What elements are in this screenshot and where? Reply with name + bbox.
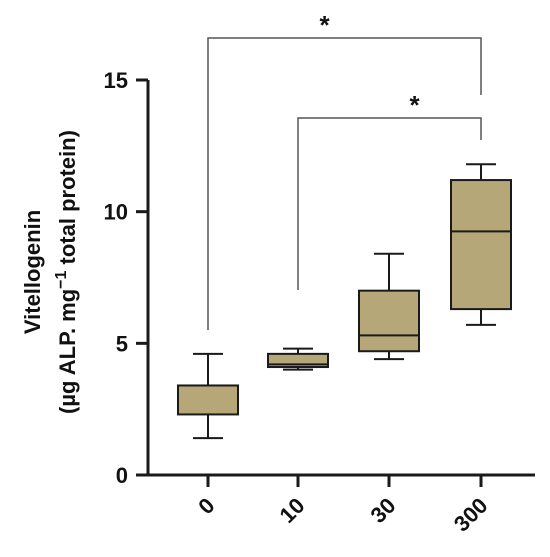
y-axis-label-line2: (µg ALP. mg−1 total protein): [53, 130, 80, 414]
significance-bracket-10-300: *: [297, 90, 482, 290]
significance-label-0-300: *: [319, 10, 330, 40]
box-group-10: [267, 347, 329, 371]
bracket-line-10-300: [297, 117, 482, 290]
labels: Vitellogenin (µg ALP. mg−1 total protein…: [20, 130, 80, 414]
y-tick-label-5: 5: [116, 331, 128, 356]
x-tick-label-30: 30: [366, 493, 401, 528]
x-tick-label-0: 0: [193, 493, 219, 519]
box-group-0: [177, 352, 239, 440]
y-axis-label-unit-suffix: total protein): [55, 130, 80, 271]
box-group-30: [358, 252, 420, 361]
plot-area: **: [177, 10, 512, 440]
y-tick-label-0: 0: [116, 463, 128, 488]
box-300: [450, 179, 512, 311]
y-axis-label-line1: Vitellogenin: [20, 210, 45, 334]
box-group-300: [450, 163, 512, 326]
y-axis-label-unit-prefix: (µg ALP. mg: [55, 289, 80, 414]
y-tick-label-10: 10: [104, 200, 128, 225]
y-tick-label-15: 15: [104, 68, 128, 93]
bracket-line-0-300: [207, 37, 482, 330]
x-tick-label-10: 10: [275, 493, 310, 528]
x-tick-label-300: 300: [449, 493, 493, 537]
box-30: [358, 289, 420, 353]
y-axis-label-unit-exponent: −1: [53, 270, 70, 288]
box-0: [177, 384, 239, 416]
significance-label-10-300: *: [409, 90, 420, 120]
significance-bracket-0-300: *: [207, 10, 482, 330]
